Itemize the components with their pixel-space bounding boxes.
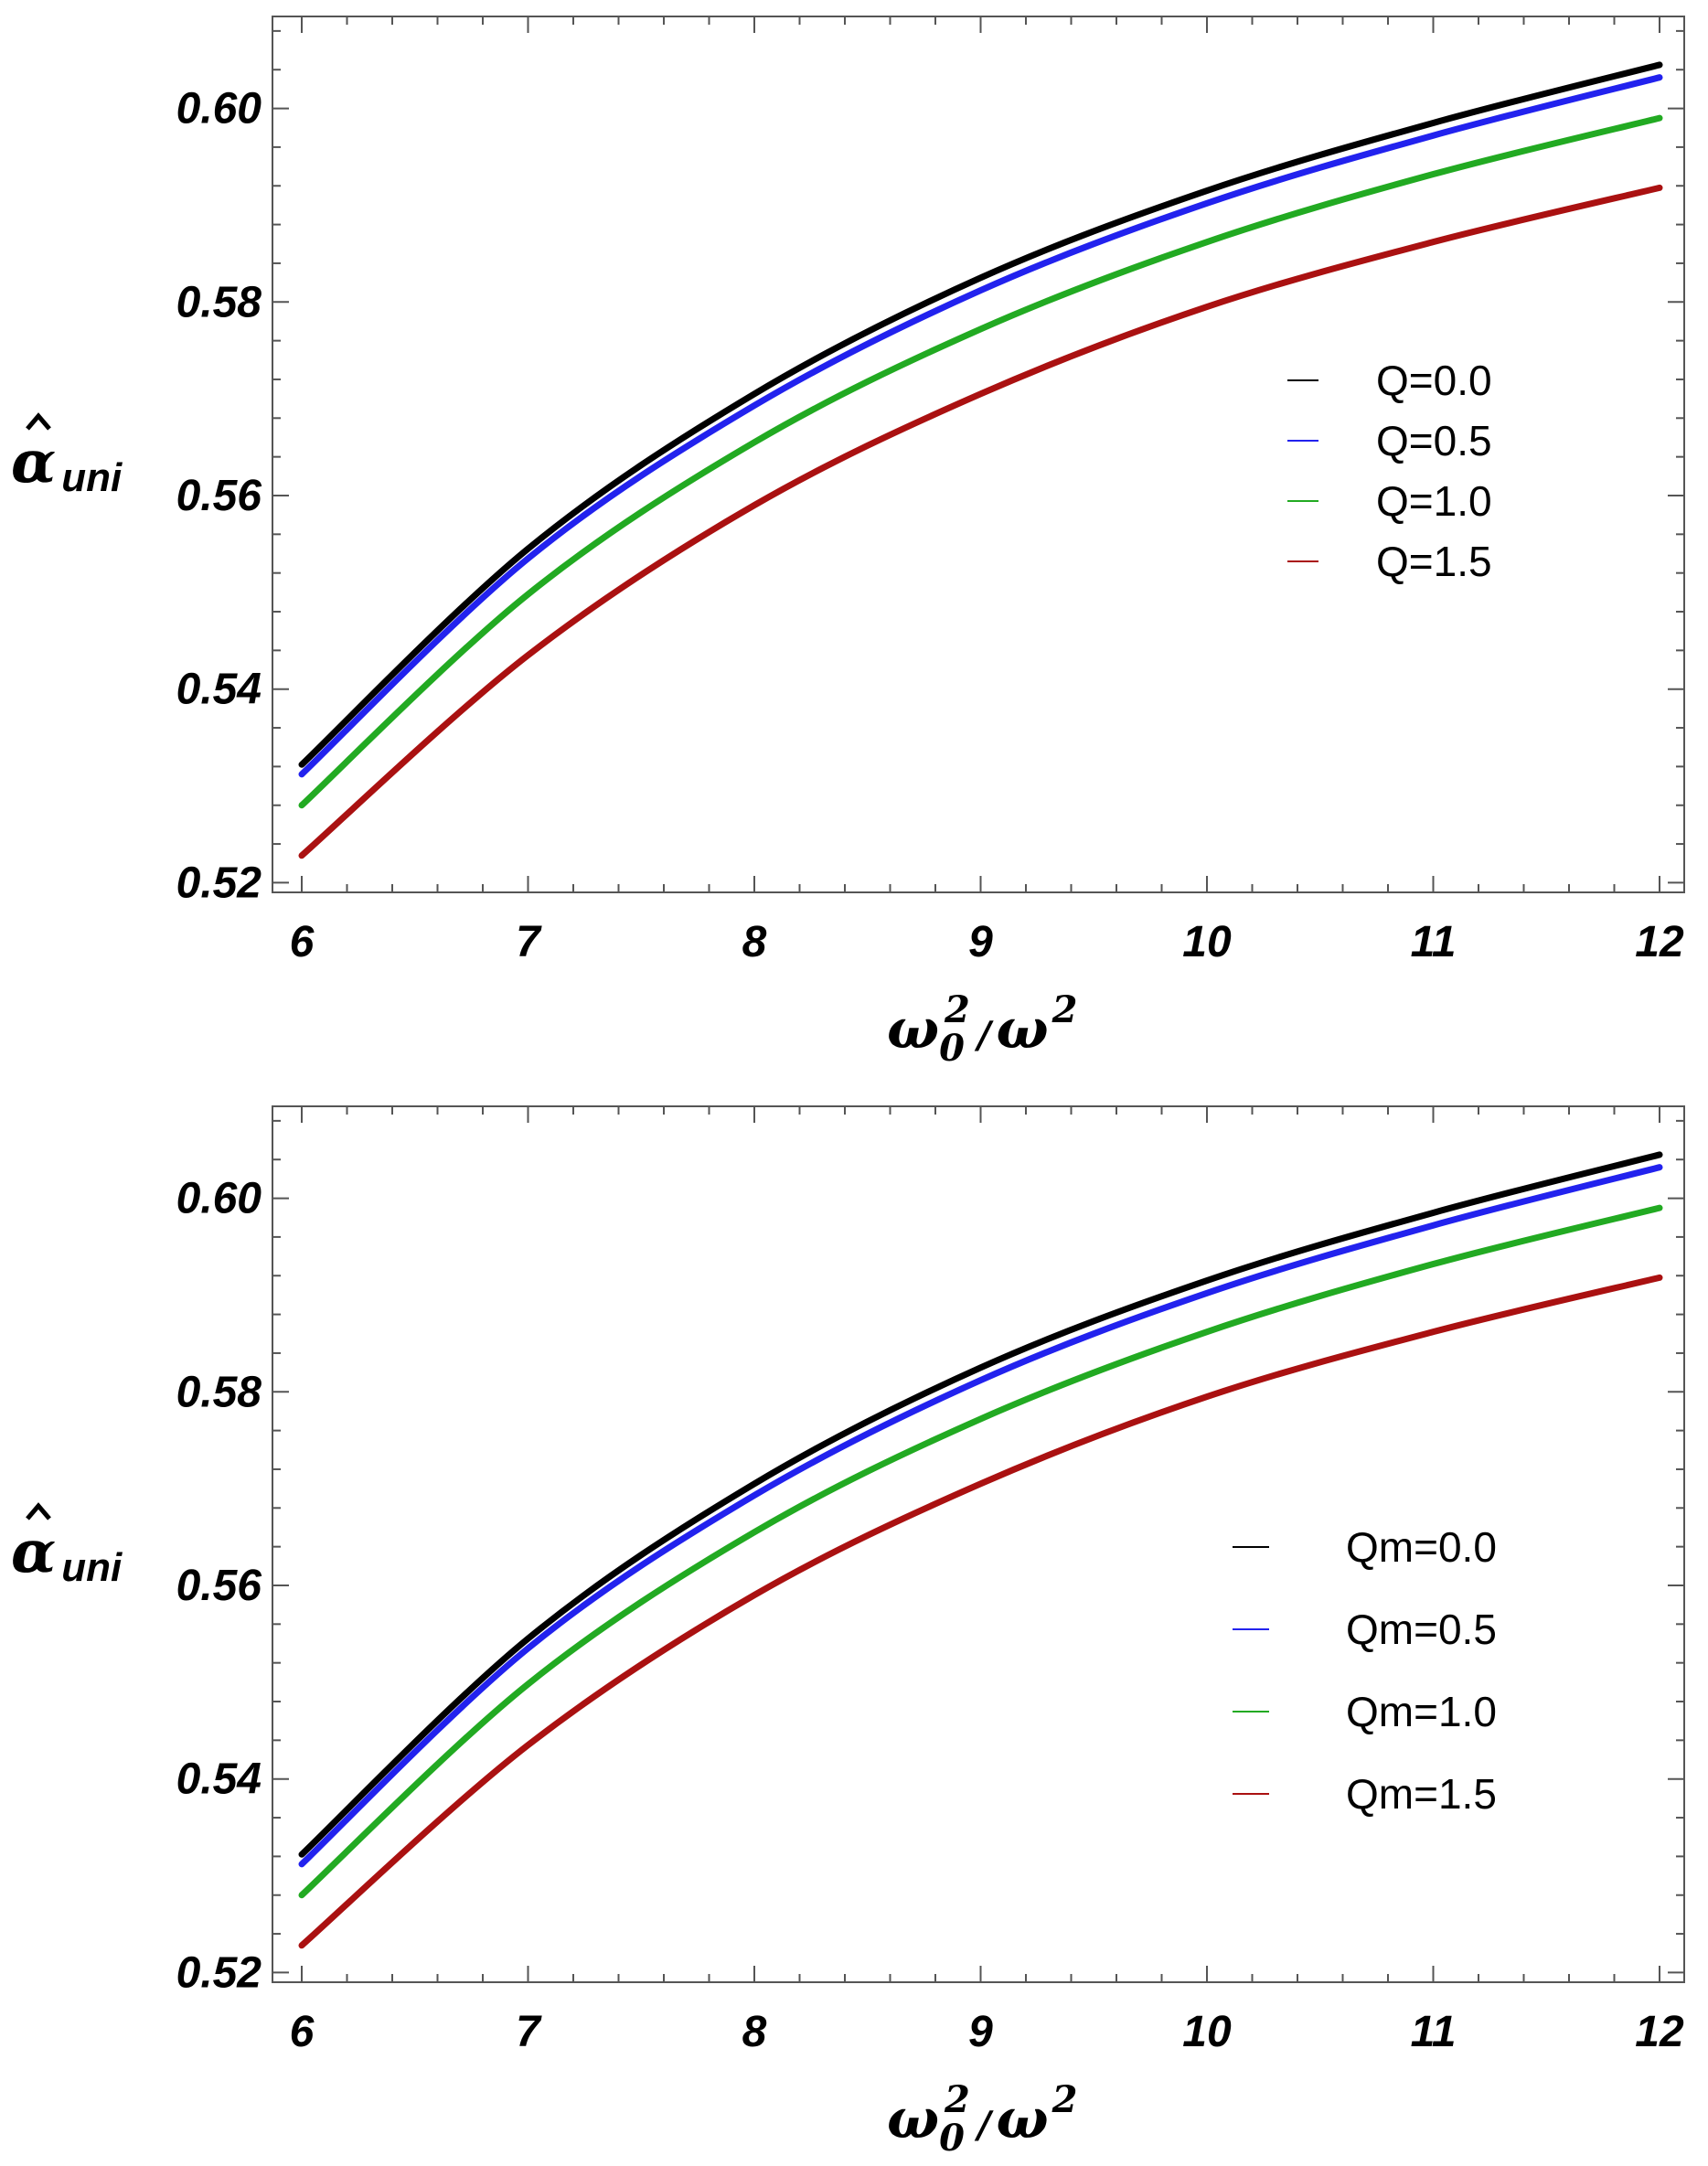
x-tick-label: 6 [290,2008,315,2056]
x-axis-label-base: ω [887,2087,939,2151]
y-axis-label: α uni [11,1518,123,1590]
series-line-Q=0.5 [298,74,1663,778]
y-axis-label-hat [26,412,51,431]
y-tick-label: 0.58 [176,278,262,326]
x-tick-label: 11 [1411,2008,1457,2056]
x-tick-label: 7 [516,2008,542,2056]
y-axis-label-base: α [11,1518,56,1586]
x-tick-label: 12 [1635,2008,1684,2056]
legend-label: Q=0.0 [1376,357,1492,404]
y-tick-label: 0.58 [176,1368,262,1416]
x-tick-label: 12 [1635,918,1684,966]
legend-label: Qm=0.5 [1346,1606,1497,1653]
y-tick-label: 0.56 [176,1562,262,1610]
x-axis-label-base: ω [887,998,939,1062]
x-tick-label: 10 [1182,2008,1232,2056]
legend-label: Qm=1.0 [1346,1688,1497,1735]
series-line-Q=0.0 [298,61,1663,768]
legend-label: Qm=1.5 [1346,1770,1497,1818]
x-tick-label: 7 [516,918,542,966]
y-tick-label: 0.54 [176,666,262,714]
series-line-Qm=1.5 [298,1274,1663,1949]
y-tick-label: 0.52 [176,859,262,907]
x-axis-label: ω02/ω 2 [887,988,1077,1070]
series-line-Q=1.5 [298,184,1663,859]
y-tick-label: 0.54 [176,1755,262,1804]
y-axis-label-hat [26,1502,51,1520]
plot-frame [272,16,1685,893]
y-axis-label: α uni [11,428,123,500]
series-line-Qm=1.0 [298,1204,1663,1899]
series-line-Qm=0.0 [298,1151,1663,1858]
legend-label: Q=0.5 [1376,417,1492,464]
series-line-Qm=0.5 [298,1164,1663,1868]
x-tick-label: 11 [1411,918,1457,966]
x-axis-label-sup: 2 [944,988,970,1031]
x-axis-label-sup2: 2 [1051,988,1078,1031]
x-axis-label-sup2: 2 [1051,2078,1078,2121]
x-axis-label: ω02/ω 2 [887,2078,1077,2160]
x-axis-label-base2: ω [996,998,1048,1062]
x-tick-label: 8 [742,918,767,966]
legend-label: Q=1.5 [1376,538,1492,585]
y-tick-label: 0.60 [176,85,262,133]
plot-frame [272,1105,1685,1983]
y-axis-label-sub: uni [61,1545,123,1590]
y-tick-label: 0.52 [176,1948,262,1997]
x-axis-label-sub: 0 [939,2117,965,2160]
y-axis-label-sub: uni [61,455,123,500]
x-axis-label-sep: / [974,2104,994,2147]
x-tick-label: 6 [290,918,315,966]
y-tick-label: 0.56 [176,472,262,520]
legend-label: Qm=0.0 [1346,1523,1497,1571]
x-axis-label-sup: 2 [944,2078,970,2121]
x-tick-label: 10 [1182,918,1232,966]
x-tick-label: 8 [742,2008,767,2056]
legend-label: Q=1.0 [1376,477,1492,525]
y-tick-label: 0.60 [176,1175,262,1223]
x-axis-label-sub: 0 [939,1027,965,1070]
x-axis-label-base2: ω [996,2087,1048,2151]
x-axis-label-sep: / [974,1014,994,1057]
series-line-Q=1.0 [298,114,1663,809]
x-tick-label: 9 [968,918,993,966]
x-tick-label: 9 [968,2008,993,2056]
y-axis-label-base: α [11,428,56,496]
